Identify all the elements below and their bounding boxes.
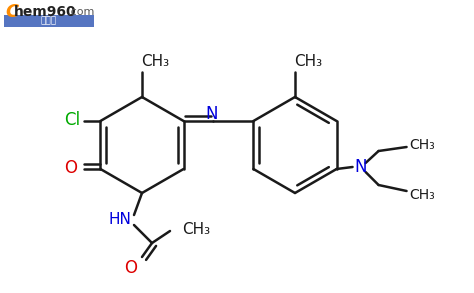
Text: hem960: hem960: [14, 5, 77, 19]
Text: CH₃: CH₃: [410, 138, 436, 152]
Text: CH₃: CH₃: [141, 54, 169, 69]
Text: Cl: Cl: [64, 111, 81, 129]
Text: O: O: [125, 259, 137, 277]
Text: CH₃: CH₃: [410, 188, 436, 202]
Text: HN: HN: [109, 212, 131, 226]
Text: O: O: [64, 159, 77, 177]
Text: CH₃: CH₃: [182, 222, 210, 236]
Text: .com: .com: [68, 7, 95, 17]
Text: C: C: [5, 3, 18, 21]
Text: N: N: [355, 158, 367, 176]
Text: CH₃: CH₃: [294, 54, 322, 69]
Text: N: N: [206, 105, 218, 123]
FancyBboxPatch shape: [4, 15, 94, 27]
Text: 化工网: 化工网: [41, 16, 57, 25]
